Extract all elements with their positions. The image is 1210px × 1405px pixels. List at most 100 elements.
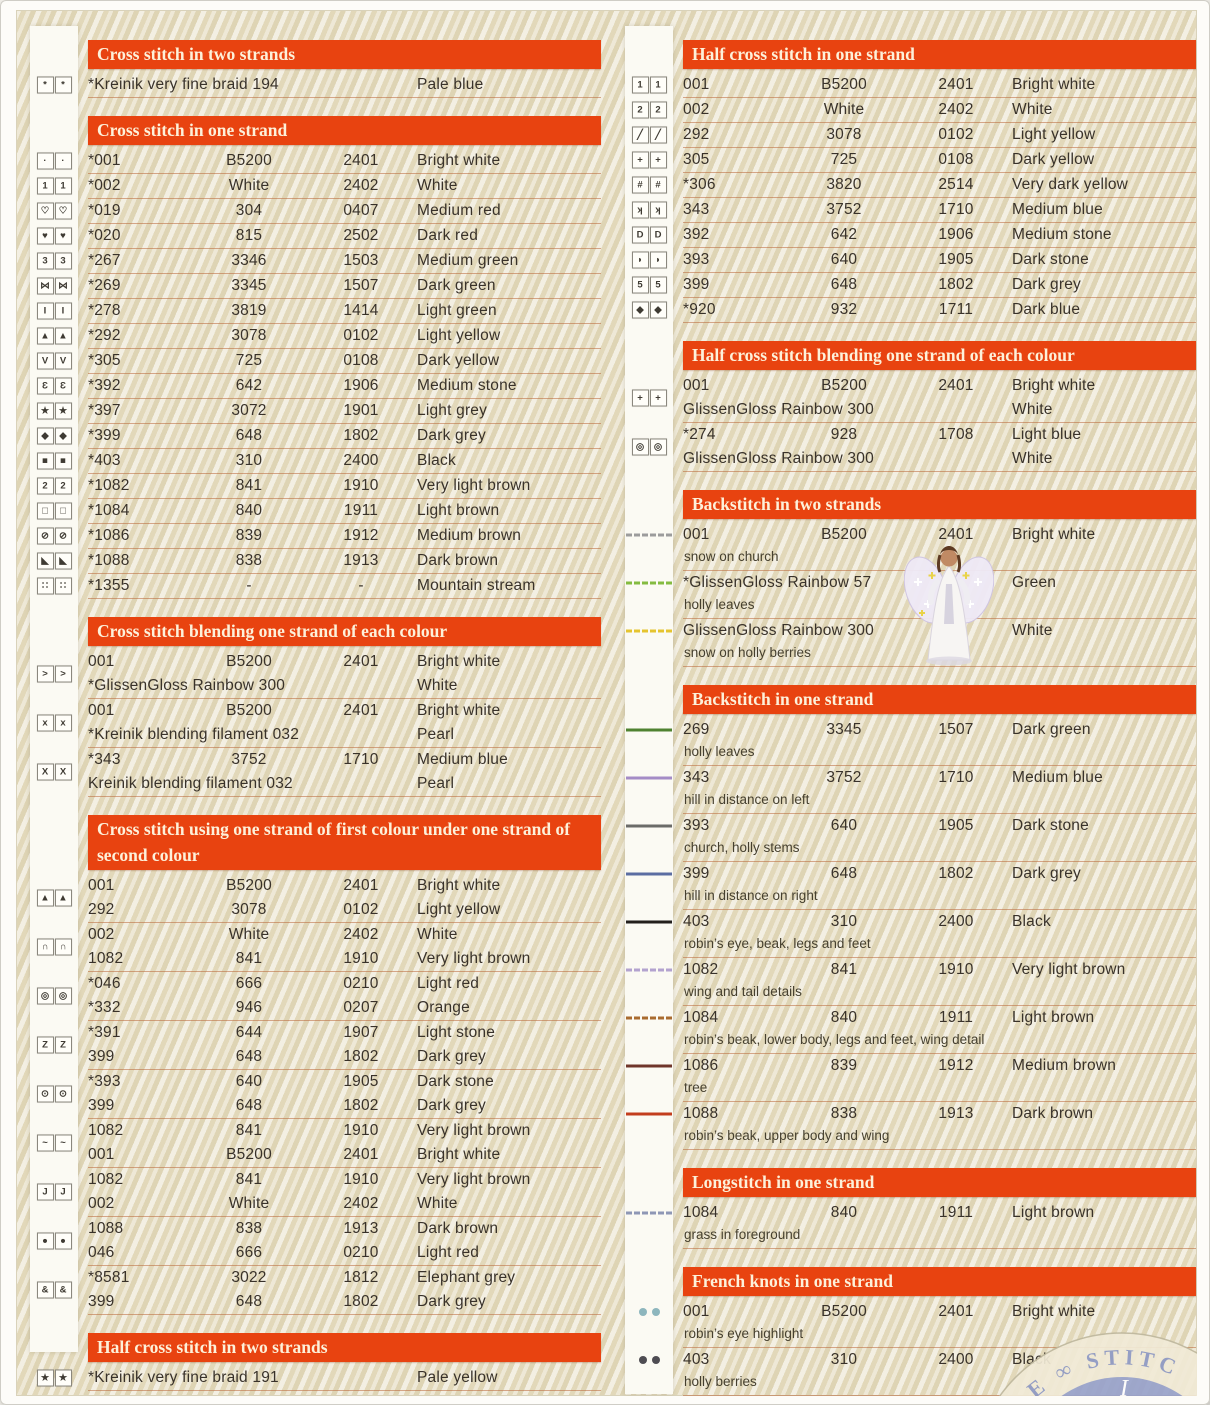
cell-c3: 2401	[938, 377, 974, 394]
cell-c4: Light red	[417, 1244, 480, 1261]
key-section: French knots in one strand 001 B5200 2401 Br…	[638, 1267, 1196, 1396]
backstitch-line-icon	[625, 1112, 673, 1116]
row-line: Kreinik blending filament 032 Pearl	[88, 772, 601, 796]
cell-c4: Pale yellow	[417, 1369, 498, 1386]
cell-c1: *278	[88, 302, 121, 319]
symbol-box: □	[54, 502, 72, 520]
cell-c2: 648	[235, 1048, 263, 1065]
symbol-box: ♥	[36, 227, 54, 245]
cell-c2: 642	[830, 226, 858, 243]
cell-c1: 399	[683, 865, 710, 882]
cell-c3: 1710	[938, 201, 974, 218]
table-row: ~ ~1082 841 1910 Very light brown 001 B5200 240…	[36, 1119, 601, 1168]
symbol-box: J	[54, 1183, 72, 1201]
table-row: J J 1082 841 1910 Very light brown 002 White 240…	[36, 1168, 601, 1217]
row-line: GlissenGloss Rainbow 300 White	[683, 447, 1196, 471]
cell-c2: 644	[235, 1024, 263, 1041]
cell-c1: *019	[88, 202, 121, 219]
cell-c2: 3078	[231, 901, 267, 918]
table-row: ╱ ╱ 292 3078 0102 Light yellow	[631, 123, 1196, 148]
row-line: 046 666 0210 Light red	[88, 1241, 601, 1265]
row-note: robin’s beak, lower body, legs and feet,…	[684, 1032, 985, 1047]
symbol-box: ◗	[649, 251, 667, 269]
cell-c4: Medium stone	[1012, 226, 1112, 243]
section-header: Cross stitch blending one strand of each…	[88, 617, 601, 646]
cell-c3: 1910	[938, 961, 974, 978]
key-section: Half cross stitch blending one strand of…	[631, 341, 1196, 472]
cell-c4: Mountain stream	[417, 577, 536, 594]
cell-c4: Light yellow	[1012, 126, 1096, 143]
cell-c4: Orange	[417, 999, 470, 1016]
row-line: *397 3072 1901 Light grey	[88, 399, 601, 423]
cell-c4: Light stone	[417, 1024, 496, 1041]
cell-c4: Light green	[417, 302, 497, 319]
cell-c3: 1912	[938, 1057, 974, 1074]
symbol-box: ⊘	[36, 527, 54, 545]
symbol-box: &	[54, 1281, 72, 1299]
key-section: Backstitch in two strands 001 B5200 2401 Bri…	[626, 490, 1196, 667]
cell-c4: Black	[1012, 913, 1051, 930]
symbol-box: &	[36, 1281, 54, 1299]
row-line: 392 642 1906 Medium stone	[683, 223, 1196, 247]
cell-c1: 399	[88, 1048, 115, 1065]
cell-c3: 0102	[343, 327, 379, 344]
cell-c2: 3078	[231, 327, 267, 344]
cell-c1: *Kreinik very fine braid 191	[88, 1369, 279, 1386]
row-line: *002 White 2402 White	[88, 174, 601, 198]
cell-c1: 399	[88, 1097, 115, 1114]
cell-c4: Dark red	[417, 227, 479, 244]
cell-c1: *306	[683, 176, 716, 193]
row-line: GlissenGloss Rainbow 300 White	[683, 398, 1196, 422]
cell-c1: 1088	[88, 1220, 124, 1237]
cell-c4: Very light brown	[417, 1171, 531, 1188]
section-header: Longstitch in one strand	[683, 1168, 1196, 1197]
section-header: Cross stitch in two strands	[88, 40, 601, 69]
symbol-gutter-left	[30, 26, 78, 1352]
cell-c4: Medium brown	[417, 527, 522, 544]
row-note: wing and tail details	[684, 984, 802, 999]
cell-c2: 840	[235, 502, 263, 519]
cell-c1: 001	[683, 76, 710, 93]
cell-c3: 1710	[938, 769, 974, 786]
cell-c1: 399	[683, 276, 710, 293]
cell-c4: Pearl	[417, 726, 455, 743]
stitch-symbol-boxes: + +	[625, 151, 673, 169]
symbol-box: +	[631, 151, 649, 169]
stitch-line-icon	[626, 968, 672, 972]
cell-c3: 0102	[938, 126, 974, 143]
table-row: ★ ★ *397 3072 1901 Light grey	[36, 399, 601, 424]
symbol-box: ■	[36, 452, 54, 470]
cell-c1: *GlissenGloss Rainbow 300	[88, 677, 286, 694]
row-line: *1086 839 1912 Medium brown	[88, 524, 601, 548]
table-row: 1086 839 1912 Medium brown tree	[626, 1054, 1196, 1102]
row-line: 343 3752 1710 Medium blue	[683, 198, 1196, 222]
cell-c3: 2400	[343, 452, 379, 469]
cell-c3: 1802	[343, 1293, 379, 1310]
row-line: *046 666 0210 Light red	[88, 972, 601, 996]
cell-c1: 1082	[88, 1122, 124, 1139]
stitch-symbol-boxes: ♡ ♡	[30, 202, 78, 220]
row-line: *292 3078 0102 Light yellow	[88, 324, 601, 348]
cell-c2: 838	[830, 1105, 858, 1122]
cell-c3: 1812	[343, 1269, 379, 1286]
cell-c3: 2401	[938, 1303, 974, 1320]
cell-c4: Bright white	[1012, 1303, 1096, 1320]
symbol-box: *	[54, 76, 72, 94]
table-row: V V *305 725 0108 Dark yellow	[36, 349, 601, 374]
cell-c3: 0407	[343, 202, 379, 219]
cell-c4: Dark green	[417, 277, 496, 294]
symbol-box: ◗	[631, 251, 649, 269]
cell-c3: 2401	[343, 1146, 379, 1163]
stitch-line-icon	[626, 1211, 672, 1215]
row-line: *343 3752 1710 Medium blue	[88, 748, 601, 772]
cell-c1: *399	[88, 427, 121, 444]
cell-c1: 1084	[683, 1204, 719, 1221]
french-knot-dots-icon	[625, 1356, 673, 1364]
symbol-box: >	[36, 665, 54, 683]
row-line: 403 310 2400 Black	[683, 910, 1196, 934]
cell-c1: 001	[683, 1303, 710, 1320]
table-row: 1082 841 1910 Very light brown wing and tail…	[626, 958, 1196, 1006]
cell-c2: 932	[830, 301, 858, 318]
table-row: □ □ *1084 840 1911 Light brown	[36, 499, 601, 524]
